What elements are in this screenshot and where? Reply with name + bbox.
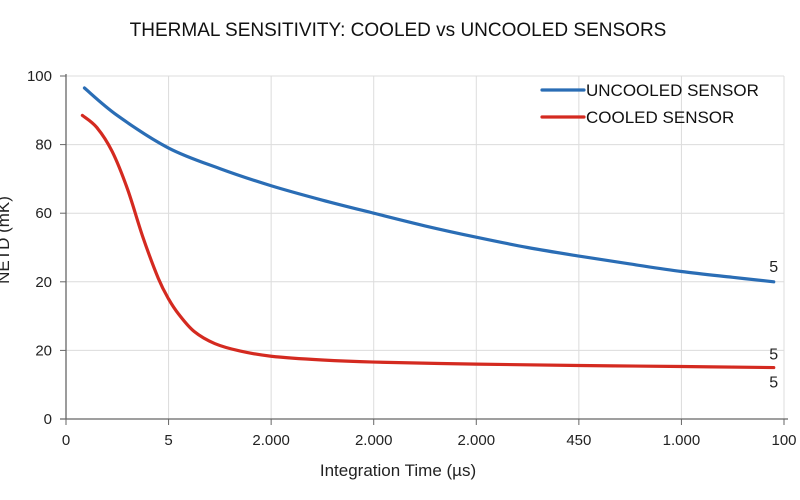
- y-tick-label: 0: [44, 411, 52, 428]
- legend-label-cooled-sensor: COOLED SENSOR: [586, 108, 734, 127]
- chart-title: THERMAL SENSITIVITY: COOLED vs UNCOOLED …: [130, 20, 667, 41]
- y-axis-title: NETD (mK): [0, 196, 13, 284]
- y-tick-label: 80: [35, 137, 52, 154]
- axes: [60, 74, 788, 420]
- cooled-sensor-end-label: 5: [769, 347, 778, 364]
- uncooled-sensor-end-label: 5: [769, 259, 778, 276]
- end-labels: 5 5 5: [769, 259, 778, 392]
- y-tick-label: 60: [35, 205, 52, 222]
- x-axis-ticks: 0 5 2.000 2.000 2.000 450 1.000 100: [62, 419, 797, 449]
- x-tick-label: 2.000: [458, 432, 496, 449]
- y-axis-ticks: 0 20 20 60 80 100: [27, 68, 66, 428]
- grid: [66, 75, 785, 419]
- y-tick-label: 20: [35, 342, 52, 359]
- cooled-sensor-end-label: 5: [769, 375, 778, 392]
- x-tick-label: 1.000: [663, 432, 701, 449]
- x-tick-label: 2.000: [355, 432, 393, 449]
- y-tick-label: 20: [35, 274, 52, 291]
- x-axis-title: Integration Time (µs): [320, 461, 476, 480]
- series-group: [80, 86, 776, 370]
- x-tick-label: 450: [566, 432, 591, 449]
- y-tick-label: 100: [27, 68, 52, 85]
- legend: UNCOOLED SENSOR COOLED SENSOR: [540, 81, 759, 127]
- x-tick-label: 0: [62, 432, 70, 449]
- cooled-sensor-line: [80, 113, 776, 370]
- legend-label-uncooled-sensor: UNCOOLED SENSOR: [586, 81, 759, 100]
- x-tick-label: 5: [164, 432, 172, 449]
- x-tick-label: 100: [771, 432, 796, 449]
- uncooled-sensor-line: [82, 86, 776, 284]
- x-tick-label: 2.000: [252, 432, 290, 449]
